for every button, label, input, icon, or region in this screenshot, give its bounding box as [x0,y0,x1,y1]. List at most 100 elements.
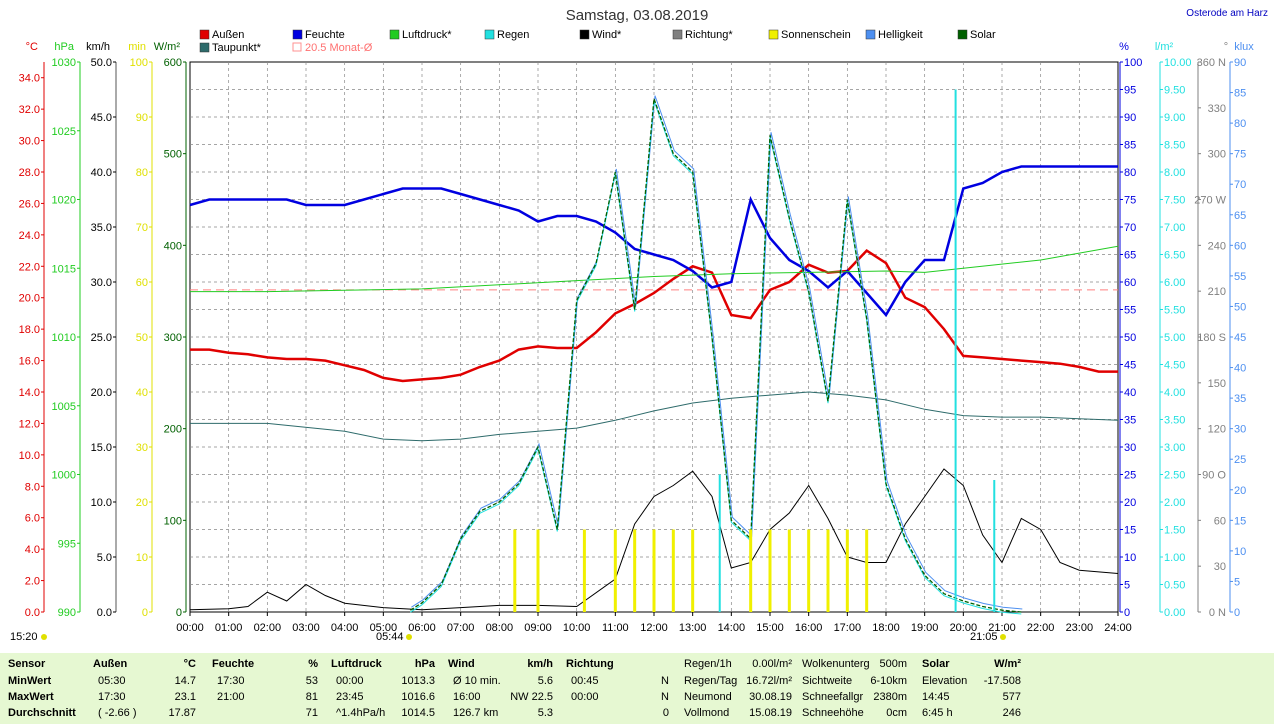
axis-tick-label: 8.00 [1164,167,1185,179]
axis-tick-label: 45 [1124,360,1136,372]
x-tick-label: 15:00 [756,622,784,634]
axis-tick-label: 90 [136,112,148,124]
axis-tick-label: 15 [1234,515,1246,527]
axis-tick-label: 70 [136,222,148,234]
axis-unit: hPa [54,41,74,53]
sunshine-bar [826,529,830,612]
legend-label: Außen [212,29,244,41]
axis-tick-label: 55 [1234,271,1246,283]
axis-tick-label: 5.0 [97,552,112,564]
wind-line [189,468,1119,611]
x-tick-label: 17:00 [834,622,862,634]
table-extra-label: Neumond [684,691,732,703]
table-cell: 16:00 [453,691,481,703]
table-value: 17.87 [168,707,196,719]
legend-swatch [957,29,968,40]
chart-title: Samstag, 03.08.2019 [566,7,709,24]
table-unit: °C [183,658,196,670]
axis-tick-label: 4.00 [1164,387,1185,399]
moon-icon [41,634,47,640]
sunshine-bar [536,529,540,612]
x-tick-label: 22:00 [1027,622,1055,634]
sunset-icon [1000,634,1006,640]
x-tick-label: 23:00 [1066,622,1094,634]
table-cell: Elevation [922,675,968,687]
axis-tick-label: 1025 [52,126,76,138]
axis-tick-label: 360 N [1197,57,1226,69]
axis-tick-label: 0.0 [25,607,40,619]
legend-swatch [672,29,683,40]
table-value: N [661,691,669,703]
x-tick-label: 13:00 [679,622,707,634]
axis-tick-label: 95 [1124,85,1136,97]
axis-tick-label: 9.50 [1164,85,1185,97]
sunshine-bar [513,529,517,612]
table-header: Richtung [566,658,614,670]
axis-tick-label: 14.0 [19,387,40,399]
axis-tick-label: 90 O [1202,470,1226,482]
x-tick-label: 16:00 [795,622,823,634]
axis-tick-label: 100 [130,57,148,69]
axis-tick-label: 1005 [52,401,76,413]
humidity-line [189,165,1118,318]
x-tick-label: 19:00 [911,622,939,634]
x-tick-label: 14:00 [718,622,746,634]
axis-tick-label: 5 [1124,580,1130,592]
sun-markers: 15:20 05:44 21:05 [10,631,1006,643]
table-value: NW 22.5 [510,691,553,703]
legend-swatch [768,29,779,40]
table-value: -17.508 [983,675,1021,687]
legend-label: Feuchte [305,29,345,41]
axis-tick-label: 210 [1208,286,1226,298]
legend-label: Solar [970,29,996,41]
axis-unit: W/m² [154,41,181,53]
axis-tick-label: 8.0 [25,481,40,493]
axis-tick-label: 85 [1124,140,1136,152]
table-extra-label: Sichtweite [802,675,853,687]
x-tick-label: 20:00 [950,622,978,634]
axis-tick-label: 240 [1208,240,1226,252]
axis-tick-label: 90 [1124,112,1136,124]
axis-tick-label: 0.00 [1164,607,1185,619]
x-tick-label: 04:00 [331,622,359,634]
axis-tick-label: 2.50 [1164,470,1185,482]
axis-tick-label: 32.0 [19,104,40,116]
axis-tick-label: 20 [1234,485,1246,497]
axis-tick-label: 7.50 [1164,195,1185,207]
table-extra-value: 30.08.19 [749,691,792,703]
table-value: 81 [305,691,318,703]
table-extra-label: Vollmond [684,707,730,719]
axis-tick-label: 10 [136,552,148,564]
table-cell: 21:00 [217,691,245,703]
x-tick-label: 02:00 [254,622,282,634]
axis-tick-label: 70 [1124,222,1136,234]
table-value: 23.1 [174,691,196,703]
axis-tick-label: 50 [1234,301,1246,313]
axis-tick-label: 0.50 [1164,580,1185,592]
axis-tick-label: 75 [1124,195,1136,207]
statistics-table: Sensor MinWert MaxWert Durchschnitt Außen °C 0… [0,653,1274,724]
legend-label: Helligkeit [878,29,923,41]
axis-tick-label: 35 [1234,393,1246,405]
sunshine-bar [865,529,869,612]
table-extra-label: Schneehöhe [802,707,864,719]
axis-tick-label: 300 [1208,149,1226,161]
axis-tick-label: 55 [1124,305,1136,317]
table-value: 577 [1002,691,1021,703]
axis-unit: l/m² [1155,41,1174,53]
axis-tick-label: 50.0 [91,57,112,69]
brightness-line [411,95,1023,610]
sunshine-bar [749,529,753,612]
table-row-label: Durchschnitt [8,707,76,719]
axis-tick-label: 100 [164,515,182,527]
table-extra-value: 0.00l/m² [752,658,792,670]
axis-tick-label: 30 [1214,561,1226,573]
sunshine-bar [633,529,637,612]
axis-tick-label: 20.0 [19,293,40,305]
legend-label: Luftdruck* [402,29,452,41]
table-cell: 00:00 [571,691,599,703]
axis-tick-label: 120 [1208,424,1226,436]
axis-tick-label: 34.0 [19,73,40,85]
x-tick-label: 00:00 [176,622,204,634]
